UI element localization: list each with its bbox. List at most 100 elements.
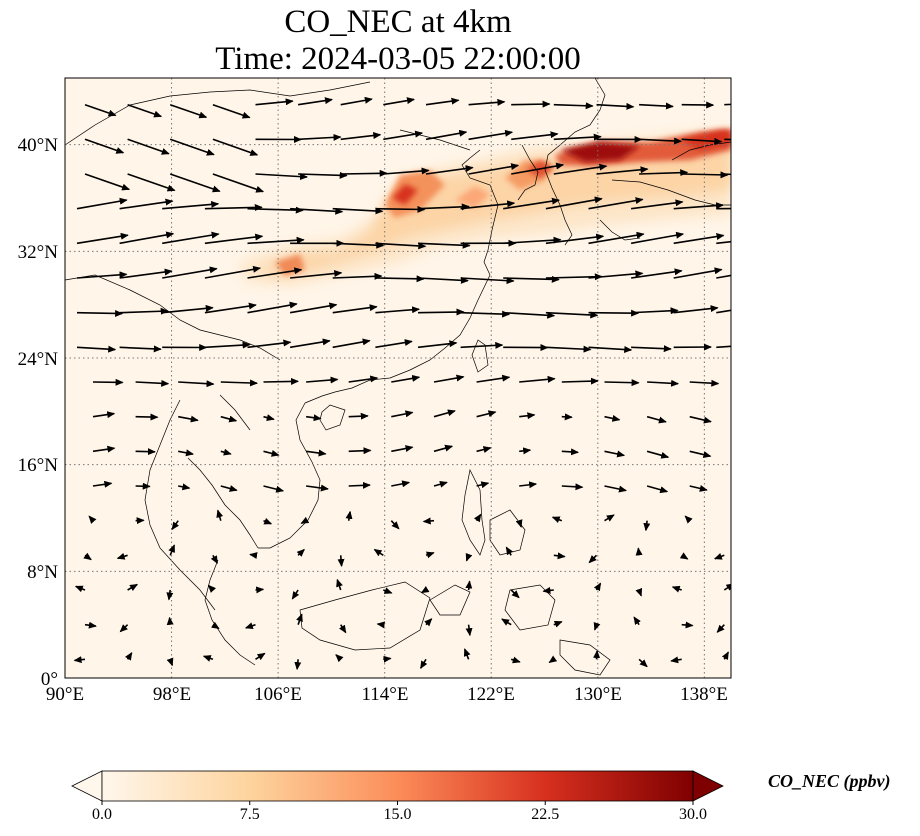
wind-arrow: [263, 449, 280, 457]
wind-arrow: [511, 162, 565, 175]
wind-arrow: [166, 616, 174, 626]
wind-arrow: [391, 445, 414, 453]
wind-arrow: [684, 515, 693, 524]
colorbar: [71, 770, 724, 805]
wind-arrow: [716, 207, 731, 210]
wind-arrow: [305, 449, 327, 457]
wind-arrow: [417, 276, 469, 284]
wind-arrow: [713, 553, 725, 560]
colorbar-extend-min: [71, 770, 103, 802]
wind-arrow: [732, 486, 745, 487]
lon-tick-138e: 138°E: [680, 684, 728, 705]
wind-arrow: [119, 624, 129, 633]
coastlines: [65, 78, 731, 676]
wind-arrow: [463, 648, 471, 660]
wind-arrow: [545, 196, 603, 210]
wind-arrow: [501, 618, 512, 626]
wind-arrow: [220, 379, 258, 387]
wind-arrow: [178, 449, 194, 457]
wind-arrow: [476, 374, 511, 383]
wind-arrow: [244, 622, 256, 630]
wind-arrow: [337, 555, 345, 567]
wind-arrow: [548, 655, 558, 664]
wind-arrow: [561, 413, 573, 421]
wind-arrow: [216, 509, 224, 521]
wind-arrow: [383, 97, 415, 106]
wind-arrow: [207, 584, 216, 593]
wind-arrow: [630, 199, 684, 210]
wind-arrow: [247, 301, 298, 314]
wind-arrow: [92, 411, 116, 419]
wind-arrow: [332, 241, 385, 249]
wind-arrow: [119, 231, 175, 245]
wind-arrow: [716, 624, 725, 633]
wind-arrow: [716, 309, 731, 314]
wind-arrow: [553, 552, 566, 560]
wind-arrow: [417, 308, 465, 316]
wind-arrow: [519, 375, 556, 383]
wind-arrow: [545, 273, 603, 281]
wind-arrow: [679, 552, 689, 560]
wind-arrow: [332, 272, 383, 280]
wind-arrow: [340, 132, 382, 141]
wind-arrow: [732, 382, 760, 383]
wind-arrow: [465, 624, 473, 637]
lat-tick-40n: 40°N: [17, 135, 58, 156]
wind-arrow: [519, 447, 532, 455]
wind-arrow: [503, 197, 560, 210]
wind-arrow: [348, 481, 371, 489]
wind-arrow: [220, 448, 232, 456]
wind-arrow: [335, 654, 344, 663]
wind-arrow: [673, 233, 725, 245]
wind-arrow: [391, 480, 411, 488]
wind-arrow: [171, 520, 180, 531]
wind-arrow: [424, 618, 433, 627]
wind-arrow: [119, 345, 162, 353]
wind-arrow: [135, 379, 170, 387]
lon-tick-106e: 106°E: [254, 684, 302, 705]
wind-arrow: [162, 200, 220, 210]
colorbar-tick-15: 15.0: [383, 806, 412, 823]
wind-arrow: [542, 586, 554, 594]
wind-arrow: [162, 231, 220, 245]
wind-arrow: [460, 341, 504, 349]
wind-arrow: [670, 656, 682, 664]
wind-arrow: [220, 485, 238, 492]
map-frame: [64, 77, 732, 679]
wind-arrow: [545, 345, 592, 353]
wind-arrow: [76, 345, 117, 353]
wind-arrow: [635, 587, 643, 597]
wind-arrow: [425, 165, 474, 175]
wind-arrow: [119, 268, 173, 279]
wind-arrow: [476, 410, 497, 418]
wind-arrow: [178, 415, 199, 423]
gridlines: [65, 78, 731, 678]
wind-arrow: [169, 103, 208, 119]
wind-arrow: [383, 130, 424, 141]
wind-arrow: [588, 554, 598, 564]
wind-arrow: [255, 586, 265, 594]
wind-arrow: [689, 379, 720, 387]
wind-arrow: [420, 585, 430, 594]
wind-arrow: [425, 97, 460, 106]
colorbar-label: CO_NEC (ppbv): [768, 771, 891, 791]
wind-arrow: [290, 207, 344, 215]
wind-arrow: [124, 652, 133, 661]
wind-arrow: [422, 517, 435, 525]
wind-arrow: [127, 173, 176, 192]
wind-arrow: [298, 171, 348, 179]
wind-arrow: [433, 444, 454, 453]
wind-arrow: [588, 270, 644, 279]
wind-arrow: [290, 270, 343, 279]
wind-arrow: [76, 309, 124, 317]
wind-arrow: [383, 587, 393, 594]
wind-arrow: [433, 409, 456, 418]
wind-arrow: [732, 451, 750, 453]
wind-arrow: [503, 236, 562, 245]
wind-arrow: [119, 307, 169, 315]
wind-arrow: [263, 377, 299, 385]
wind-arrow: [83, 552, 92, 561]
colorbar-tick-7-5: 7.5: [239, 806, 260, 823]
wind-arrow: [604, 485, 627, 493]
wind-arrow: [681, 171, 729, 179]
